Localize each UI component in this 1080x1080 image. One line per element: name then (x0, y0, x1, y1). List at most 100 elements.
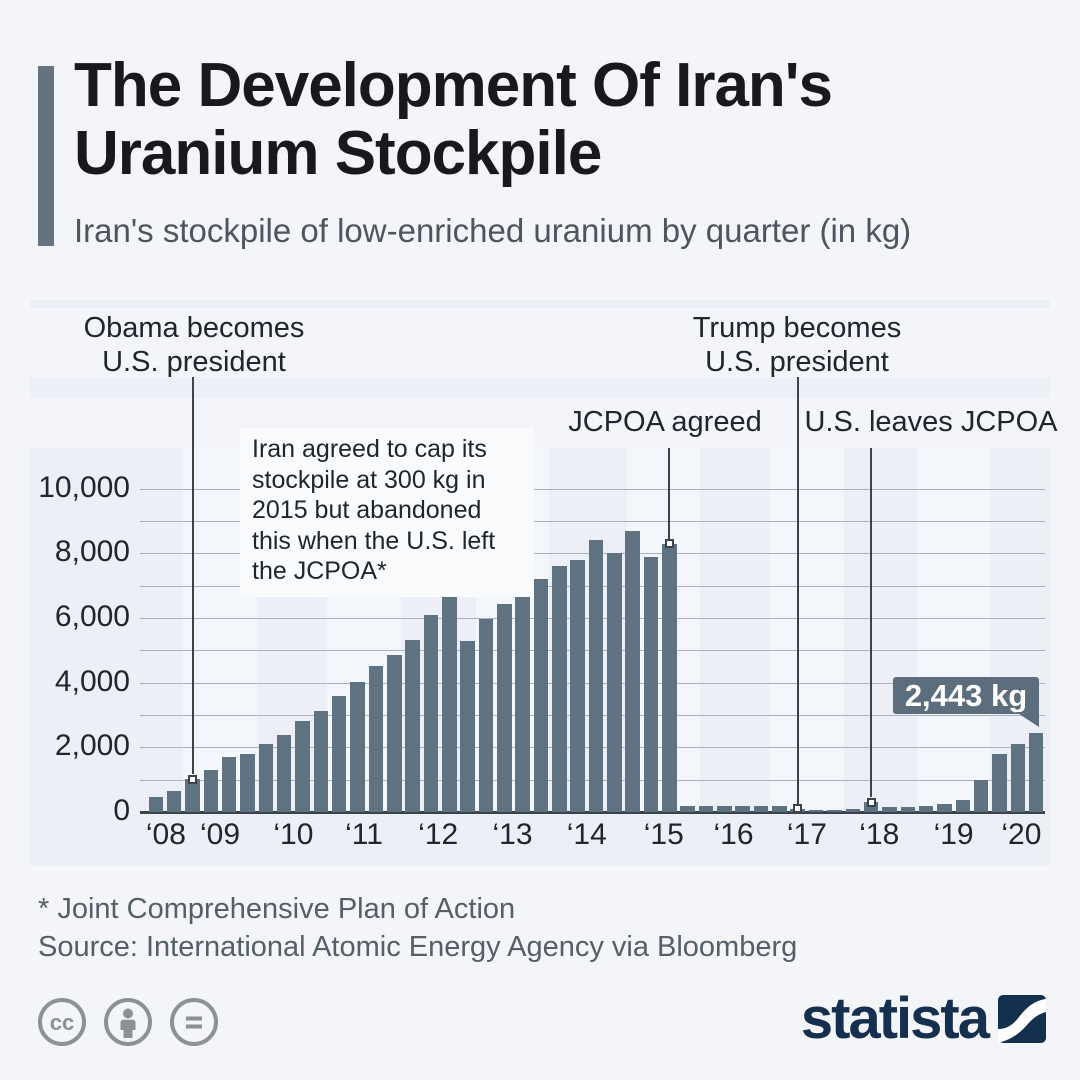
bar (350, 682, 365, 812)
bar (643, 556, 659, 812)
x-year-label: ‘11 (345, 818, 383, 851)
bar (973, 779, 989, 812)
bar (753, 805, 769, 812)
y-tick-label: 0 (113, 794, 130, 827)
year-stripe (916, 448, 991, 812)
title-accent-bar (38, 66, 54, 246)
bar (313, 711, 329, 812)
bar (552, 566, 567, 812)
event-line (796, 377, 799, 804)
bars-layer (30, 300, 1050, 865)
axis-labels-layer: 0 2,000 4,000 6,000 8,000 10,000 ‘08 ‘09 ‘10 ‘11 ‘… (30, 300, 1050, 865)
bar (533, 579, 549, 812)
x-year-label: ‘19 (933, 818, 974, 851)
bar (478, 619, 494, 812)
source-line: Source: International Atomic Energy Agen… (38, 931, 798, 964)
y-tick-label: 4,000 (54, 664, 130, 698)
y-tick-label: 8,000 (54, 535, 130, 569)
x-year-label: ‘17 (786, 818, 827, 851)
annotation-trump: Trump becomes U.S. president (692, 312, 902, 378)
x-year-label: ‘12 (418, 818, 459, 851)
bar (276, 735, 292, 812)
bar (827, 809, 842, 812)
x-year-label: ‘08 (145, 818, 186, 851)
bar (166, 790, 182, 812)
footnote-jcpoa: * Joint Comprehensive Plan of Action (38, 893, 516, 925)
bar (405, 640, 420, 812)
gridline (140, 521, 1045, 522)
bar (882, 807, 897, 812)
x-year-label: ‘18 (859, 818, 900, 851)
event-marker (664, 539, 674, 548)
year-stripe (770, 448, 844, 812)
bar (460, 641, 475, 812)
event-line (870, 448, 873, 798)
page-title: The Development Of Iran's Uranium Stockp… (74, 51, 1054, 189)
y-tick-label: 10,000 (38, 470, 130, 504)
y-tick-label: 6,000 (54, 600, 130, 633)
bar (148, 796, 163, 812)
statista-logo-mark-icon (998, 995, 1046, 1043)
bar (680, 806, 695, 812)
x-year-label: ‘16 (713, 818, 754, 851)
x-year-label: ‘09 (199, 818, 241, 851)
bar (717, 805, 732, 812)
annotation-obama: Obama becomes U.S. president (83, 312, 305, 378)
bar (918, 805, 934, 812)
event-lines-layer (30, 300, 1050, 865)
bar (442, 595, 457, 812)
bar (808, 809, 824, 812)
bar (1010, 744, 1025, 812)
cc-icon: cc (38, 998, 86, 1046)
bar (863, 802, 879, 812)
event-line (668, 448, 671, 539)
footnote-block: * Joint Comprehensive Plan of Action Sou… (38, 890, 797, 967)
bar (698, 806, 714, 812)
event-marker (188, 774, 197, 784)
x-year-label: ‘13 (492, 818, 533, 851)
cap-note: Iran agreed to cap its stockpile at 300 … (240, 428, 534, 597)
page-subtitle: Iran's stockpile of low-enriched uranium… (74, 212, 912, 249)
annotation-band-lower (30, 398, 1050, 448)
title-line-2: Uranium Stockpile (74, 119, 602, 189)
x-year-label: ‘10 (273, 818, 314, 851)
x-axis-baseline (140, 811, 1045, 814)
bar (937, 804, 952, 812)
bar (515, 593, 530, 812)
annotation-band-top (30, 308, 1050, 377)
x-year-label: ‘20 (1001, 818, 1042, 851)
no-derivatives-equals-icon (170, 998, 218, 1046)
title-line-1: The Development Of Iran's (74, 51, 833, 120)
bar (221, 757, 237, 812)
bar (570, 559, 585, 812)
chart-area: 0 2,000 4,000 6,000 8,000 10,000 ‘08 ‘09 ‘10 ‘11 ‘… (30, 300, 1058, 865)
bar (185, 779, 200, 812)
bar (625, 530, 640, 812)
creative-commons-icons: cc (36, 996, 220, 1048)
annotation-jcpoa-agreed: JCPOA agreed (568, 406, 762, 438)
statista-logo: statista (801, 990, 1046, 1048)
bar (295, 721, 310, 812)
value-callout: 2,443 kg (893, 677, 1039, 714)
bar (607, 553, 622, 812)
bar (735, 805, 750, 812)
bar (992, 754, 1007, 812)
bar (497, 604, 512, 812)
event-marker (793, 804, 803, 814)
bar (900, 806, 915, 812)
bar (203, 770, 219, 812)
bar (368, 666, 384, 812)
bar (331, 695, 347, 812)
bar (955, 800, 970, 812)
bar (387, 654, 402, 812)
event-line (191, 377, 194, 775)
bar (258, 744, 274, 812)
svg-text:cc: cc (50, 1010, 74, 1035)
y-tick-label: 2,000 (54, 729, 130, 763)
event-marker (866, 797, 876, 807)
bar (1028, 733, 1044, 812)
attribution-person-icon (104, 998, 152, 1046)
bar (423, 614, 439, 812)
bar (772, 806, 787, 812)
